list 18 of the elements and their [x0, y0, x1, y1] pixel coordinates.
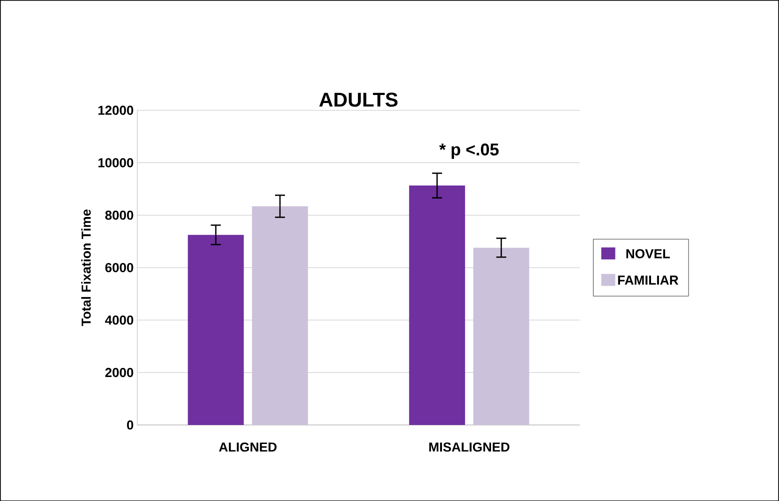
x-tick-label: MISALIGNED: [429, 442, 510, 452]
bar: [473, 248, 530, 425]
y-tick-label: 4000: [105, 315, 134, 325]
x-tick-label: ALIGNED: [219, 442, 277, 452]
y-tick-label: 10000: [98, 158, 134, 168]
y-axis-title: Total Fixation Time: [81, 209, 91, 326]
legend-label: FAMILIAR: [618, 276, 678, 284]
y-tick-label: 8000: [105, 210, 134, 220]
y-tick-label: 2000: [105, 368, 134, 377]
bar: [188, 234, 244, 425]
legend-label: NOVEL: [626, 248, 670, 258]
y-tick-label: 6000: [105, 262, 134, 272]
bar: [409, 185, 466, 425]
y-tick-label: 12000: [98, 106, 134, 115]
chart-title: ADULTS: [319, 92, 398, 107]
annotation: * p <.05: [439, 143, 499, 159]
y-tick-label: 0: [127, 420, 134, 430]
bar: [252, 206, 308, 425]
